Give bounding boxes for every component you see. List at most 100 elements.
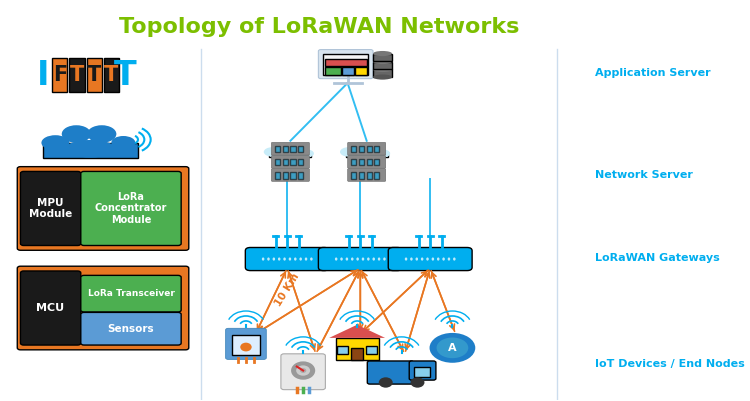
- Ellipse shape: [294, 257, 296, 261]
- FancyBboxPatch shape: [283, 159, 288, 166]
- FancyBboxPatch shape: [290, 146, 296, 152]
- FancyBboxPatch shape: [347, 142, 386, 155]
- Text: Network Server: Network Server: [596, 170, 693, 180]
- Ellipse shape: [378, 257, 380, 261]
- FancyBboxPatch shape: [388, 247, 472, 271]
- FancyBboxPatch shape: [290, 159, 296, 166]
- Text: MCU: MCU: [36, 303, 64, 313]
- FancyBboxPatch shape: [352, 146, 356, 152]
- Text: I: I: [37, 59, 49, 91]
- FancyBboxPatch shape: [374, 146, 380, 152]
- Ellipse shape: [351, 142, 370, 154]
- FancyBboxPatch shape: [269, 152, 311, 157]
- Ellipse shape: [300, 150, 314, 158]
- Text: F: F: [53, 65, 67, 85]
- Ellipse shape: [296, 365, 310, 376]
- Ellipse shape: [310, 257, 313, 261]
- FancyBboxPatch shape: [281, 354, 326, 390]
- Ellipse shape: [362, 257, 364, 261]
- Ellipse shape: [267, 257, 270, 261]
- Ellipse shape: [376, 150, 390, 158]
- Ellipse shape: [41, 135, 69, 150]
- FancyBboxPatch shape: [232, 335, 260, 355]
- Ellipse shape: [430, 333, 476, 363]
- Ellipse shape: [373, 67, 392, 72]
- FancyBboxPatch shape: [319, 247, 402, 271]
- FancyBboxPatch shape: [359, 159, 364, 166]
- FancyBboxPatch shape: [367, 172, 372, 178]
- FancyBboxPatch shape: [298, 146, 303, 152]
- FancyBboxPatch shape: [275, 159, 280, 166]
- Ellipse shape: [421, 257, 424, 261]
- Text: Sensors: Sensors: [108, 324, 154, 334]
- FancyBboxPatch shape: [351, 348, 364, 360]
- FancyBboxPatch shape: [81, 312, 182, 345]
- Ellipse shape: [111, 136, 136, 150]
- FancyBboxPatch shape: [342, 67, 354, 75]
- FancyBboxPatch shape: [325, 67, 340, 75]
- Ellipse shape: [291, 361, 315, 380]
- Ellipse shape: [262, 257, 265, 261]
- Ellipse shape: [405, 257, 407, 261]
- Text: LoRa
Concentrator
Module: LoRa Concentrator Module: [94, 192, 167, 225]
- FancyBboxPatch shape: [347, 169, 386, 181]
- Ellipse shape: [87, 125, 116, 143]
- Ellipse shape: [351, 257, 353, 261]
- Text: Application Server: Application Server: [596, 68, 711, 78]
- FancyBboxPatch shape: [275, 146, 280, 152]
- Ellipse shape: [416, 257, 418, 261]
- FancyBboxPatch shape: [298, 172, 303, 178]
- FancyBboxPatch shape: [81, 172, 182, 245]
- Ellipse shape: [436, 338, 468, 358]
- FancyBboxPatch shape: [283, 172, 288, 178]
- Polygon shape: [329, 325, 385, 338]
- Ellipse shape: [65, 140, 116, 158]
- Text: THE THINGS: THE THINGS: [55, 172, 126, 182]
- Text: T: T: [87, 65, 101, 85]
- Ellipse shape: [300, 368, 306, 373]
- Ellipse shape: [453, 257, 455, 261]
- FancyBboxPatch shape: [374, 172, 380, 178]
- FancyBboxPatch shape: [352, 172, 356, 178]
- Ellipse shape: [346, 257, 348, 261]
- Text: A: A: [448, 343, 457, 353]
- FancyBboxPatch shape: [373, 54, 392, 61]
- FancyBboxPatch shape: [283, 146, 288, 152]
- FancyBboxPatch shape: [275, 172, 280, 178]
- Ellipse shape: [340, 257, 343, 261]
- FancyBboxPatch shape: [367, 159, 372, 166]
- FancyBboxPatch shape: [20, 172, 81, 245]
- Ellipse shape: [373, 257, 375, 261]
- Ellipse shape: [62, 125, 91, 143]
- FancyBboxPatch shape: [323, 55, 368, 75]
- FancyBboxPatch shape: [374, 159, 380, 166]
- FancyBboxPatch shape: [290, 172, 296, 178]
- Text: 10 Km: 10 Km: [273, 271, 302, 308]
- FancyBboxPatch shape: [17, 266, 189, 350]
- FancyBboxPatch shape: [17, 167, 189, 250]
- FancyBboxPatch shape: [245, 247, 329, 271]
- FancyBboxPatch shape: [298, 159, 303, 166]
- Text: IoT Devices / End Nodes: IoT Devices / End Nodes: [596, 359, 745, 369]
- FancyBboxPatch shape: [272, 142, 310, 155]
- FancyBboxPatch shape: [368, 361, 414, 384]
- FancyBboxPatch shape: [20, 271, 81, 345]
- Ellipse shape: [274, 142, 293, 154]
- Text: T: T: [114, 59, 136, 91]
- FancyBboxPatch shape: [319, 50, 373, 79]
- Ellipse shape: [426, 257, 429, 261]
- FancyBboxPatch shape: [366, 346, 377, 354]
- Ellipse shape: [367, 257, 370, 261]
- FancyBboxPatch shape: [373, 61, 392, 69]
- Ellipse shape: [284, 257, 286, 261]
- Ellipse shape: [365, 144, 383, 154]
- Ellipse shape: [299, 257, 302, 261]
- FancyBboxPatch shape: [347, 156, 386, 168]
- Ellipse shape: [304, 257, 307, 261]
- FancyBboxPatch shape: [325, 59, 367, 66]
- Ellipse shape: [274, 151, 307, 161]
- Ellipse shape: [278, 257, 280, 261]
- FancyBboxPatch shape: [335, 338, 379, 360]
- Text: T: T: [70, 65, 84, 85]
- Ellipse shape: [240, 343, 252, 351]
